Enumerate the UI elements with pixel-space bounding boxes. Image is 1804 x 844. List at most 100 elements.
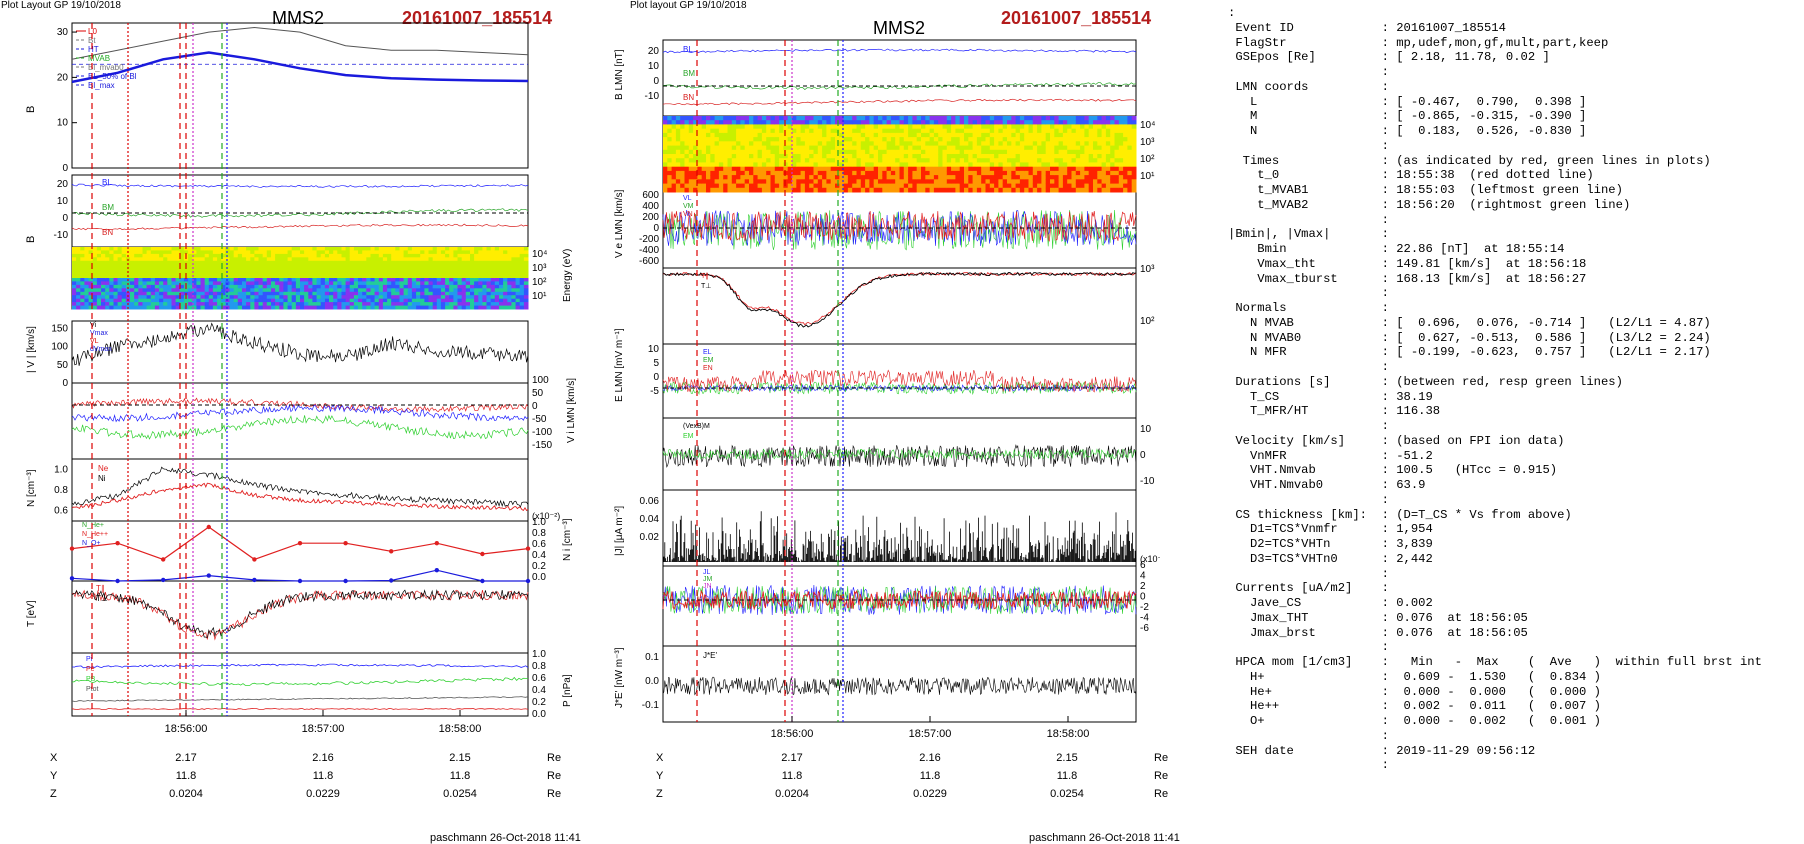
spectrogram-cell: [175, 247, 181, 251]
spectrogram-cell: [92, 253, 98, 258]
spectrogram-cell: [362, 247, 367, 251]
spectrogram-cell: [680, 145, 685, 151]
spectrogram-cell: [718, 183, 724, 189]
left-ylabel-b: B: [25, 106, 37, 113]
spectrogram-cell: [839, 116, 845, 121]
spectrogram-cell: [229, 250, 235, 255]
spectrogram-cell: [453, 250, 458, 255]
coord-value: 11.8: [312, 770, 334, 782]
spectrogram-cell: [1101, 145, 1107, 151]
spectrogram-cell: [723, 183, 728, 189]
spectrogram-cell: [146, 284, 152, 289]
spectrogram-cell: [964, 170, 969, 176]
spectrogram-cell: [804, 166, 810, 172]
spectrogram-cell: [830, 175, 836, 180]
spectrogram-cell: [523, 274, 529, 279]
spectrogram-cell: [895, 183, 900, 189]
coord-value: 2.15: [449, 752, 471, 764]
spectrogram-cell: [362, 278, 367, 282]
spectrogram-cell: [179, 250, 185, 255]
spectrogram-cell: [688, 124, 694, 130]
spectrogram-cell: [796, 154, 802, 159]
spectrogram-cell: [787, 179, 793, 184]
spectrogram-cell: [279, 305, 284, 310]
spectrogram-cell: [457, 250, 463, 255]
spectrogram-cell: [391, 281, 396, 286]
legend-label: Vmax: [90, 330, 108, 337]
spectrogram-cell: [1007, 170, 1012, 176]
spectrogram-cell: [92, 260, 98, 265]
spectrogram-cell: [731, 149, 737, 155]
legend-label: Ne: [98, 464, 109, 473]
spectrogram-cell: [275, 260, 280, 265]
spectrogram-cell: [154, 271, 160, 275]
spectrogram-cell: [1127, 187, 1133, 193]
spectrogram-cell: [813, 141, 819, 146]
spectrogram-cell: [378, 274, 384, 279]
spectrogram-cell: [796, 170, 802, 176]
spectrogram-cell: [88, 302, 94, 306]
spectrogram-cell: [1062, 141, 1068, 146]
spectrogram-cell: [515, 271, 521, 275]
spectrogram-cell: [718, 170, 724, 176]
spectrogram-cell: [316, 295, 322, 300]
summary-line: Times : (as indicated by red, green line…: [1228, 153, 1711, 168]
spectrogram-cell: [233, 291, 239, 296]
spectrogram-cell: [499, 257, 504, 262]
spectrogram-cell: [208, 264, 214, 269]
spectrogram-cell: [882, 170, 888, 176]
spectrogram-cell: [964, 116, 969, 121]
spectrogram-cell: [933, 149, 939, 155]
spectrogram-cell: [774, 187, 780, 193]
spectrogram-cell: [921, 183, 926, 189]
spectrogram-cell: [486, 260, 492, 265]
spectrogram-cell: [878, 158, 883, 163]
spectrogram-cell: [399, 295, 405, 300]
spectrogram-cell: [84, 250, 89, 255]
spectrogram-cell: [1123, 154, 1128, 159]
spectrogram-cell: [1041, 162, 1047, 168]
spectrogram-cell: [395, 267, 400, 272]
spectrogram-cell: [329, 295, 334, 300]
spectrogram-cell: [457, 274, 463, 279]
spectrogram-cell: [873, 175, 879, 180]
spectrogram-cell: [761, 116, 767, 121]
spectrogram-cell: [809, 124, 814, 130]
summary-line: N MFR : [ -0.199, -0.623, 0.757 ] (L2/L1…: [1228, 345, 1711, 360]
spectrogram-cell: [994, 141, 999, 146]
spectrogram-cell: [254, 298, 259, 303]
spectrogram-cell: [890, 149, 896, 155]
spectrogram-cell: [175, 250, 181, 255]
spectrogram-cell: [382, 267, 388, 272]
spectrogram-cell: [196, 295, 201, 300]
spectrogram-cell: [946, 179, 952, 184]
spectrogram-cell: [171, 288, 177, 293]
spectrogram-cell: [1071, 132, 1077, 138]
vn-component: [71, 414, 529, 440]
spectrogram-cell: [523, 284, 529, 289]
spectrogram-cell: [428, 264, 434, 269]
spectrogram-cell: [499, 302, 504, 306]
spectrogram-cell: [873, 132, 879, 138]
spectrogram-cell: [1024, 183, 1029, 189]
spectrogram-cell: [80, 295, 85, 300]
spectrogram-cell: [366, 302, 371, 306]
spectrogram-cell: [208, 247, 214, 251]
spectrogram-cell: [212, 281, 218, 286]
spectrogram-cell: [432, 284, 438, 289]
spectrogram-cell: [830, 179, 836, 184]
spectrogram-cell: [387, 284, 392, 289]
spectrogram-cell: [378, 298, 384, 303]
spectrogram-cell: [337, 247, 342, 251]
spectrogram-cell: [809, 128, 814, 134]
spectrogram-cell: [749, 162, 754, 168]
spectrogram-cell: [287, 288, 293, 293]
spectrogram-cell: [1080, 120, 1085, 125]
spectrogram-cell: [486, 264, 492, 269]
spectrogram-cell: [312, 288, 317, 293]
spectrogram-cell: [727, 166, 733, 172]
minor-ion-point: [206, 524, 211, 530]
spectrogram-cell: [507, 260, 512, 265]
spectrogram-cell: [1058, 137, 1064, 142]
spectrogram-cell: [1032, 149, 1038, 155]
